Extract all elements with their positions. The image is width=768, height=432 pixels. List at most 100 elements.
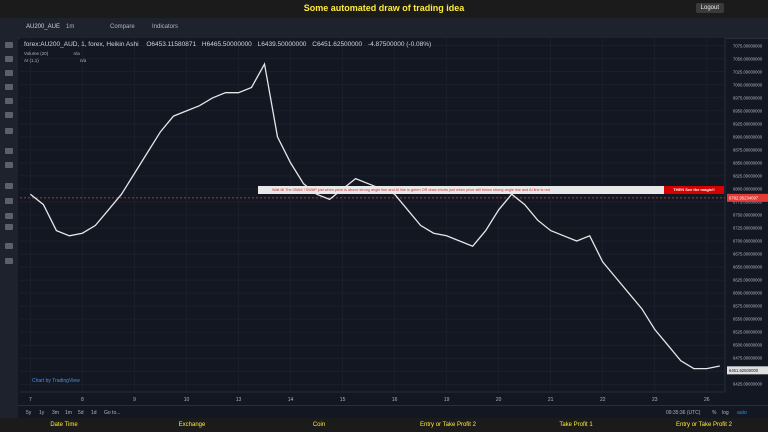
tool-icon[interactable]: [5, 258, 13, 264]
compare-button[interactable]: Compare: [110, 24, 135, 30]
y-tick-label: 6750.00000000: [733, 213, 763, 218]
y-tick-label: 6900.00000000: [733, 134, 763, 139]
ai-legend: AI (1,1) n/a: [24, 58, 86, 63]
tool-icon[interactable]: [5, 56, 13, 62]
range-button[interactable]: Go to...: [104, 410, 121, 416]
legend-close: C6451.62500000: [312, 41, 363, 48]
range-bar: 09:35:36 (UTC) % log auto 5y 1y 3m 1m 5d 1d Go…: [18, 405, 768, 419]
legend-low: L6439.50000000: [257, 41, 307, 48]
watermark[interactable]: Chart by TradingView: [32, 378, 80, 384]
tool-icon[interactable]: [5, 98, 13, 104]
price-line-label: 6782.95234097: [729, 195, 759, 200]
y-tick-label: 7025.00000000: [733, 69, 763, 74]
footer-column: Coin: [312, 422, 326, 428]
y-tick-label: 7050.00000000: [733, 56, 763, 61]
auto-toggle[interactable]: auto: [737, 410, 747, 416]
series-legend: forex:AU200_AUD, 1, forex, Heikin Ashi O…: [24, 41, 431, 48]
indicators-button[interactable]: Indicators: [152, 24, 179, 30]
volume-legend: Volume (20) n/a: [24, 51, 80, 56]
tool-icon[interactable]: [5, 198, 13, 204]
idea-banner: Wait till The 05AM ! SWAP just when pric…: [258, 186, 664, 194]
x-tick-label: 10: [184, 397, 190, 403]
tool-icon[interactable]: [5, 70, 13, 76]
tool-icon[interactable]: [5, 112, 13, 118]
tool-icon[interactable]: [5, 183, 13, 189]
legend-ai: AI (1,1): [24, 58, 39, 63]
y-tick-label: 6975.00000000: [733, 95, 763, 100]
x-tick-label: 16: [392, 397, 398, 403]
y-tick-label: 6775.00000000: [733, 199, 763, 204]
range-button[interactable]: 1d: [91, 410, 97, 416]
range-button[interactable]: 5d: [78, 410, 84, 416]
legend-symbol: forex:AU200_AUD, 1, forex, Heikin Ashi: [24, 41, 139, 48]
y-tick-label: 6950.00000000: [733, 108, 763, 113]
page-title: Some automated draw of trading idea: [303, 3, 465, 13]
tool-icon[interactable]: [5, 148, 13, 154]
legend-na: n/a: [73, 51, 80, 56]
x-tick-label: 21: [548, 397, 554, 403]
tool-icon[interactable]: [5, 84, 13, 90]
x-tick-label: 19: [444, 397, 450, 403]
x-tick-label: 14: [288, 397, 294, 403]
footer-column: Take Profit 1: [559, 422, 593, 428]
x-tick-label: 26: [704, 397, 710, 403]
x-tick-label: 23: [652, 397, 658, 403]
tool-icon[interactable]: [5, 42, 13, 48]
y-tick-label: 6475.00000000: [733, 356, 763, 361]
logout-button[interactable]: Logout: [695, 3, 724, 13]
log-toggle[interactable]: log: [722, 410, 729, 416]
interval-button[interactable]: 1m: [66, 24, 75, 30]
x-tick-label: 7: [29, 397, 32, 403]
tool-icon[interactable]: [5, 128, 13, 134]
symbol-input[interactable]: AU200_AUE: [26, 24, 61, 30]
footer-column: Exchange: [178, 422, 206, 428]
x-tick-label: 9: [133, 397, 136, 403]
range-button[interactable]: 1m: [65, 410, 72, 416]
legend-volume: Volume (20): [24, 51, 49, 56]
range-button[interactable]: 5y: [26, 410, 32, 416]
y-tick-label: 6500.00000000: [733, 343, 763, 348]
idea-cta[interactable]: THEN See the magic!!: [664, 186, 724, 194]
y-tick-label: 7075.00000000: [733, 43, 763, 48]
percent-toggle[interactable]: %: [712, 410, 717, 416]
legend-change: -4.87500000 (-0.08%): [367, 41, 432, 48]
clock: 09:35:36 (UTC): [666, 410, 701, 416]
y-tick-label: 6925.00000000: [733, 121, 763, 126]
y-tick-label: 6650.00000000: [733, 265, 763, 270]
tool-icon[interactable]: [5, 162, 13, 168]
y-tick-label: 6600.00000000: [733, 291, 763, 296]
y-tick-label: 6700.00000000: [733, 239, 763, 244]
y-tick-label: 6425.00000000: [733, 382, 763, 387]
x-tick-label: 13: [236, 397, 242, 403]
y-tick-label: 7000.00000000: [733, 82, 763, 87]
y-tick-label: 6625.00000000: [733, 278, 763, 283]
y-tick-label: 6875.00000000: [733, 147, 763, 152]
footer-column: Date Time: [50, 422, 78, 428]
last-price-tag: [727, 366, 768, 375]
footer-column: Entry or Take Profit 2: [676, 422, 732, 428]
y-tick-label: 6675.00000000: [733, 252, 763, 257]
tool-icon[interactable]: [5, 224, 13, 230]
header-bar: Some automated draw of trading idea Logo…: [0, 0, 768, 18]
y-tick-label: 6575.00000000: [733, 304, 763, 309]
drawing-toolbar: [0, 38, 18, 418]
last-price-label: 6451.62500000: [729, 368, 759, 373]
y-tick-label: 6550.00000000: [733, 317, 763, 322]
tool-icon[interactable]: [5, 243, 13, 249]
price-line-tag: [727, 193, 768, 202]
y-tick-label: 6525.00000000: [733, 330, 763, 335]
legend-na: n/a: [80, 58, 87, 63]
tool-icon[interactable]: [5, 213, 13, 219]
x-tick-label: 20: [496, 397, 502, 403]
range-button[interactable]: 3m: [52, 410, 59, 416]
range-button[interactable]: 1y: [39, 410, 45, 416]
x-tick-label: 22: [600, 397, 606, 403]
footer-column: Entry or Take Profit 2: [420, 422, 476, 428]
x-tick-label: 15: [340, 397, 346, 403]
y-tick-label: 6850.00000000: [733, 160, 763, 165]
y-tick-label: 6800.00000000: [733, 186, 763, 191]
footer-bar: Date Time Exchange Coin Entry or Take Profi…: [0, 418, 768, 432]
